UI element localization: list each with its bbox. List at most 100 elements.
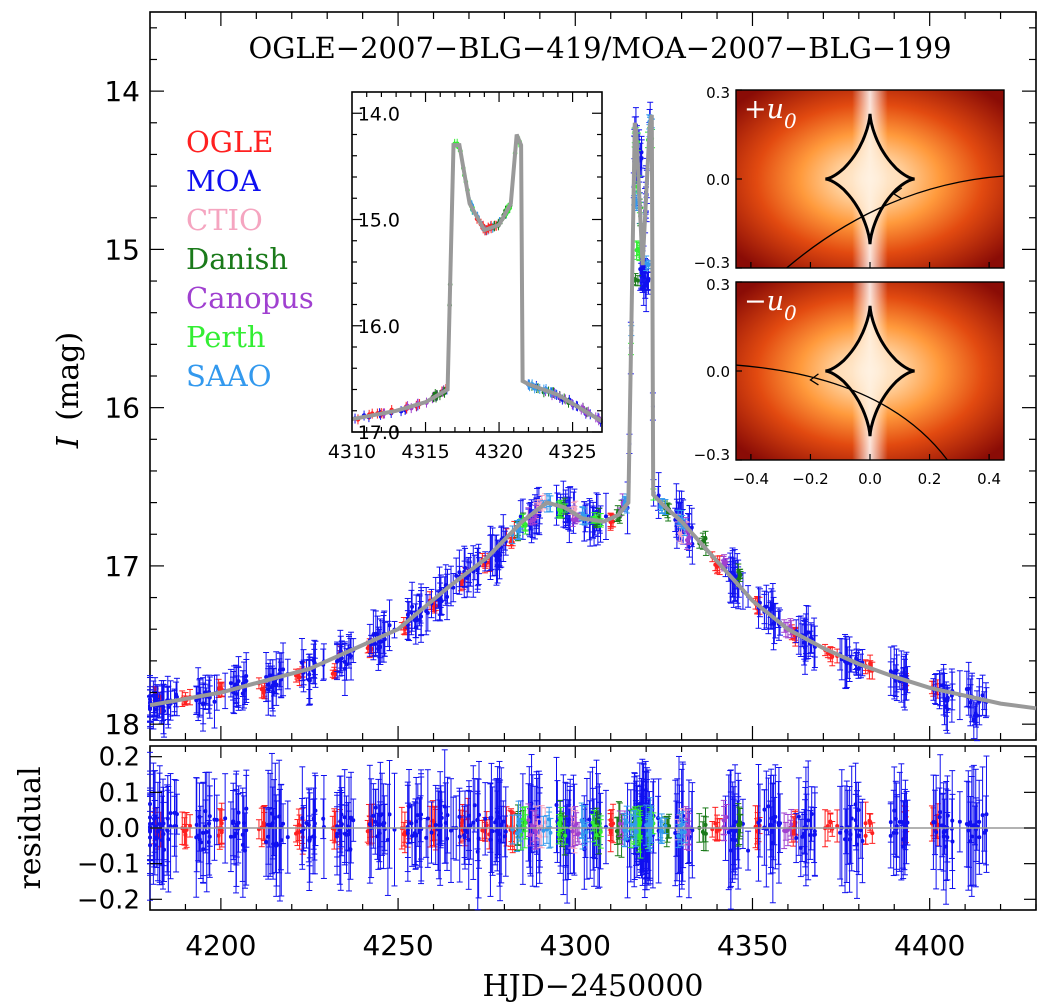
residual-panel: 0.20.10.0−0.1−0.2 residual bbox=[13, 743, 1037, 915]
residual-point bbox=[935, 822, 940, 827]
residual-point bbox=[590, 810, 595, 815]
data-point bbox=[677, 531, 682, 536]
data-point bbox=[244, 678, 249, 683]
residual-point bbox=[348, 847, 353, 852]
data-point bbox=[737, 575, 742, 580]
residual-point bbox=[502, 834, 507, 839]
residual-point bbox=[407, 804, 412, 809]
main-light-curve-panel: 14 15 16 17 18 4200 4250 4300 4350 4400 bbox=[104, 11, 1037, 962]
residual-point bbox=[194, 835, 199, 840]
residual-point bbox=[321, 816, 326, 821]
residual-point bbox=[376, 822, 381, 827]
data-point bbox=[264, 675, 269, 680]
x-tick-label: 4400 bbox=[894, 929, 965, 962]
data-point bbox=[379, 639, 384, 644]
residual-point bbox=[409, 821, 414, 826]
residual-data-layer bbox=[147, 749, 990, 911]
data-point bbox=[281, 667, 286, 672]
data-point bbox=[410, 604, 415, 609]
residual-point bbox=[212, 817, 217, 822]
data-point bbox=[713, 562, 718, 567]
residual-point bbox=[154, 835, 159, 840]
data-point bbox=[274, 682, 279, 687]
data-point bbox=[980, 693, 985, 698]
residual-point bbox=[223, 816, 228, 821]
data-point bbox=[944, 698, 949, 703]
residual-point bbox=[413, 832, 418, 837]
residual-point bbox=[472, 803, 477, 808]
residual-point bbox=[415, 813, 420, 818]
y-tick-label: 15 bbox=[104, 233, 140, 266]
data-point bbox=[643, 281, 648, 286]
residual-point bbox=[587, 817, 592, 822]
residual-point bbox=[462, 833, 467, 838]
legend: OGLE MOA CTIO Danish Canopus Perth SAAO bbox=[186, 125, 314, 393]
data-point bbox=[570, 517, 575, 522]
residual-point bbox=[373, 805, 378, 810]
data-point bbox=[770, 603, 775, 608]
data-point bbox=[532, 517, 537, 522]
residual-point bbox=[342, 815, 347, 820]
residual-point bbox=[379, 812, 384, 817]
residual-point bbox=[460, 818, 465, 823]
residual-point bbox=[262, 822, 267, 827]
data-point bbox=[687, 535, 692, 540]
data-point bbox=[387, 623, 392, 628]
data-point bbox=[373, 642, 378, 647]
residual-point bbox=[201, 830, 206, 835]
legend-entry-saao: SAAO bbox=[186, 359, 272, 393]
data-point bbox=[201, 702, 206, 707]
residual-point bbox=[335, 824, 340, 829]
residual-point bbox=[465, 830, 470, 835]
legend-entry-moa: MOA bbox=[186, 164, 261, 198]
residual-point bbox=[168, 824, 173, 829]
data-point bbox=[635, 278, 640, 283]
residual-point bbox=[437, 820, 442, 825]
residual-point bbox=[475, 849, 480, 854]
residual-point bbox=[488, 837, 493, 842]
residual-point bbox=[385, 837, 390, 842]
data-point bbox=[528, 519, 533, 524]
residual-point bbox=[690, 828, 695, 833]
residual-point bbox=[264, 840, 269, 845]
data-point bbox=[240, 691, 245, 696]
data-point bbox=[465, 575, 470, 580]
legend-entry-canopus: Canopus bbox=[186, 281, 314, 315]
residual-point bbox=[410, 834, 415, 839]
data-point bbox=[277, 667, 282, 672]
residual-point bbox=[165, 828, 170, 833]
data-point bbox=[342, 659, 347, 664]
data-point bbox=[972, 713, 977, 718]
residual-point bbox=[207, 834, 212, 839]
residual-point bbox=[448, 828, 453, 833]
data-point bbox=[498, 553, 503, 558]
residual-point bbox=[165, 816, 170, 821]
data-point bbox=[174, 695, 179, 700]
residual-point bbox=[338, 819, 343, 824]
data-point bbox=[424, 609, 429, 614]
data-point bbox=[684, 538, 689, 543]
residual-point bbox=[274, 841, 279, 846]
residual-point bbox=[825, 823, 830, 828]
residual-point bbox=[344, 832, 349, 837]
residual-point bbox=[417, 828, 422, 833]
residual-point bbox=[244, 806, 249, 811]
data-point bbox=[830, 654, 835, 659]
data-point bbox=[228, 681, 233, 686]
residual-point bbox=[285, 835, 290, 840]
x-tick-label: 4350 bbox=[717, 929, 788, 962]
residual-point bbox=[868, 819, 873, 824]
data-point bbox=[415, 618, 420, 623]
residual-point bbox=[483, 816, 488, 821]
residual-point bbox=[494, 818, 499, 823]
residual-point bbox=[151, 821, 156, 826]
residual-point bbox=[304, 821, 309, 826]
residual-point bbox=[184, 827, 189, 832]
residual-point bbox=[281, 821, 286, 826]
residual-point bbox=[307, 835, 312, 840]
residual-point bbox=[608, 822, 613, 827]
residual-point bbox=[367, 822, 372, 827]
y-tick-label: 16 bbox=[104, 392, 140, 425]
residual-point bbox=[240, 832, 245, 837]
data-point bbox=[966, 686, 971, 691]
